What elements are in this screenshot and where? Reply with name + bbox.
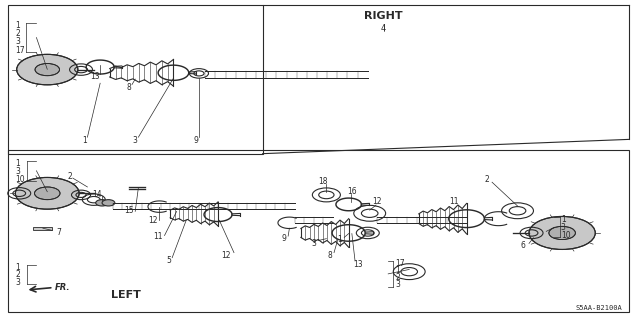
Text: 15: 15	[124, 206, 133, 215]
Text: 13: 13	[91, 72, 100, 81]
Text: 18: 18	[319, 177, 328, 186]
Text: 3: 3	[132, 136, 138, 145]
Text: 9: 9	[193, 136, 198, 145]
Circle shape	[549, 226, 575, 240]
Text: 3: 3	[311, 239, 316, 248]
Text: 1: 1	[561, 215, 566, 224]
Text: LEFT: LEFT	[111, 290, 141, 300]
Text: 8: 8	[127, 83, 131, 92]
Text: 11: 11	[449, 197, 459, 206]
Text: 14: 14	[93, 190, 102, 199]
Text: 12: 12	[221, 251, 230, 260]
Text: S5AA-B2100A: S5AA-B2100A	[576, 305, 623, 311]
Text: 3: 3	[15, 278, 20, 287]
Text: 12: 12	[372, 197, 382, 206]
Text: 10: 10	[561, 231, 570, 240]
Circle shape	[17, 54, 78, 85]
Text: 3: 3	[15, 36, 20, 45]
Text: 2: 2	[15, 28, 20, 38]
Circle shape	[15, 178, 79, 209]
Bar	[8, 4, 262, 154]
Text: 3: 3	[395, 280, 400, 289]
Text: 6: 6	[520, 241, 525, 250]
Text: 3: 3	[561, 223, 566, 232]
Text: 17: 17	[15, 46, 25, 55]
Text: 7: 7	[56, 228, 61, 237]
Text: RIGHT: RIGHT	[364, 11, 403, 21]
Text: 3: 3	[15, 167, 20, 176]
Text: 11: 11	[153, 232, 163, 241]
Text: 17: 17	[395, 259, 405, 268]
Circle shape	[35, 63, 60, 76]
Bar	[33, 227, 52, 230]
Text: 10: 10	[15, 174, 25, 184]
Text: 1: 1	[395, 266, 400, 275]
Text: 2: 2	[484, 174, 490, 184]
Text: 1: 1	[15, 159, 20, 168]
Text: 4: 4	[381, 24, 387, 33]
Text: 1: 1	[337, 236, 342, 244]
Text: 8: 8	[328, 251, 333, 260]
Text: 9: 9	[281, 234, 286, 243]
Text: 1: 1	[15, 21, 20, 30]
Text: 16: 16	[347, 187, 356, 196]
Circle shape	[35, 187, 60, 200]
Text: 2: 2	[395, 273, 400, 282]
Bar	[8, 150, 629, 312]
Circle shape	[102, 200, 115, 206]
Text: 13: 13	[353, 260, 363, 268]
Circle shape	[96, 200, 108, 206]
Text: 1: 1	[15, 263, 20, 272]
Text: 5: 5	[166, 256, 171, 265]
Circle shape	[529, 216, 595, 250]
Text: 12: 12	[148, 216, 157, 225]
Text: 2: 2	[67, 172, 72, 181]
Text: 2: 2	[15, 270, 20, 279]
Text: FR.: FR.	[55, 283, 70, 292]
Text: 1: 1	[82, 136, 86, 145]
